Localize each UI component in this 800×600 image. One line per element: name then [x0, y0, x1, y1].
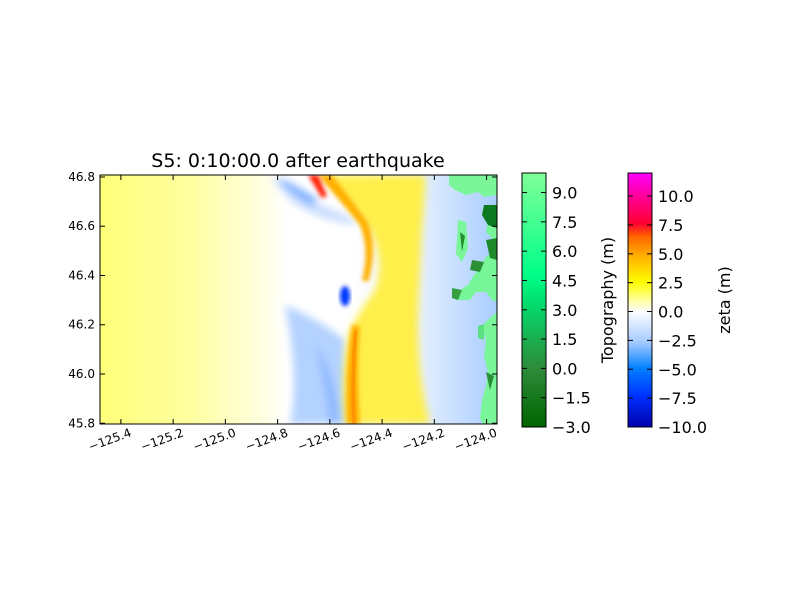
- zeta-colorbar-gradient: [628, 173, 652, 427]
- colorbar-tick-label: −2.5: [658, 331, 697, 350]
- zeta-colorbar: −10.0 −7.5 −5.0 −2.5 0.0 2.5 5.0 7.5 10.0 zeta (…: [627, 172, 734, 437]
- colorbar-tick-label: 10.0: [658, 187, 694, 206]
- colorbar-tick-label: 0.0: [658, 303, 683, 322]
- x-tick-label: −124.0: [452, 426, 499, 454]
- zeta-colorbar-label: zeta (m): [715, 266, 734, 333]
- x-tick-label: −124.4: [348, 426, 395, 454]
- topography-colorbar-ticks: −3.0 −1.5 0.0 1.5 3.0 4.5 6.0 7.5 9.0: [522, 184, 591, 437]
- plot-frame: [99, 174, 498, 425]
- colorbar-tick-label: 5.0: [658, 245, 683, 264]
- colorbar-tick-label: 2.5: [658, 274, 683, 293]
- colorbar-tick-label: 0.0: [552, 359, 577, 378]
- colorbar-tick-label: −3.0: [552, 418, 591, 437]
- colorbar-tick-label: −5.0: [658, 360, 697, 379]
- topography-colorbar-gradient: [522, 173, 546, 427]
- topography-colorbar-label: Topography (m): [598, 237, 617, 364]
- colorbar-tick-label: 9.0: [552, 184, 577, 203]
- y-tick-label: 46.0: [68, 367, 95, 381]
- y-tick-label: 45.8: [68, 416, 95, 430]
- colorbar-tick-label: 6.0: [552, 242, 577, 261]
- colorbar-tick-label: 1.5: [552, 330, 577, 349]
- y-axis: 45.8 46.0 46.2 46.4 46.6 46.8: [68, 170, 497, 430]
- colorbar-tick-label: 3.0: [552, 301, 577, 320]
- colorbar-tick-label: −7.5: [658, 389, 697, 408]
- x-tick-label: −124.6: [296, 426, 343, 454]
- plot-area: −125.4 −125.2 −125.0 −124.8 −124.6 −124.4 −124…: [68, 170, 499, 454]
- colorbar-tick-label: 4.5: [552, 271, 577, 290]
- y-tick-label: 46.8: [68, 170, 95, 184]
- colorbar-tick-label: −10.0: [658, 418, 707, 437]
- land-topography: [449, 175, 497, 424]
- x-tick-label: −125.0: [191, 426, 238, 454]
- x-tick-label: −124.2: [400, 426, 447, 454]
- x-tick-label: −124.8: [243, 426, 290, 454]
- colorbar-tick-label: 7.5: [658, 216, 683, 235]
- colorbar-tick-label: 7.5: [552, 213, 577, 232]
- zeta-colorbar-ticks: −10.0 −7.5 −5.0 −2.5 0.0 2.5 5.0 7.5 10.0: [628, 187, 707, 437]
- colorbar-tick-label: −1.5: [552, 389, 591, 408]
- y-tick-label: 46.2: [68, 318, 95, 332]
- topography-colorbar: −3.0 −1.5 0.0 1.5 3.0 4.5 6.0 7.5 9.0 Topography…: [521, 172, 617, 437]
- chart-title: S5: 0:10:00.0 after earthquake: [151, 150, 444, 172]
- y-tick-label: 46.4: [68, 268, 95, 282]
- y-tick-label: 46.6: [68, 219, 95, 233]
- heatmap-field: [100, 175, 497, 424]
- x-tick-label: −125.2: [139, 426, 186, 454]
